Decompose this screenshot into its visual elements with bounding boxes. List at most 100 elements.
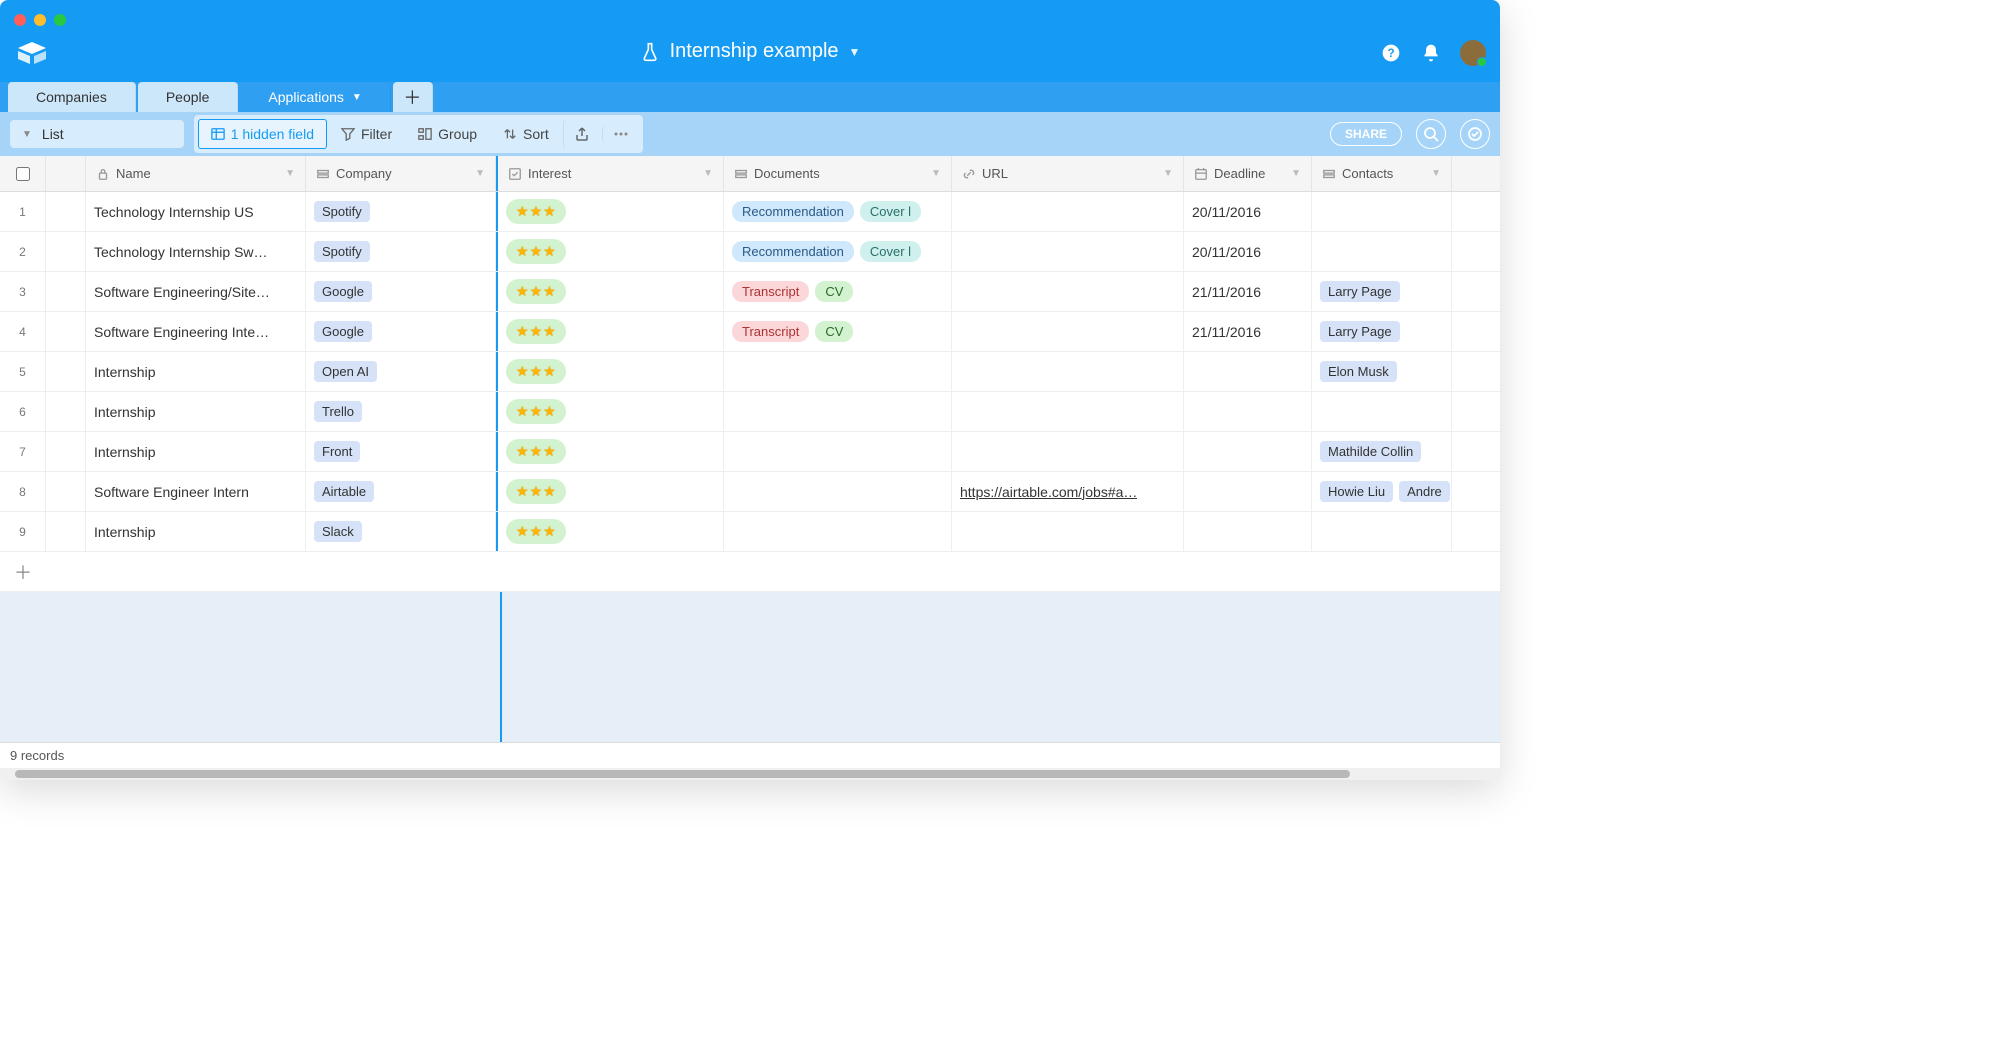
cell-name[interactable]: Software Engineer Intern <box>86 472 306 511</box>
cell-name[interactable]: Software Engineering/Site… <box>86 272 306 311</box>
history-button[interactable] <box>1460 119 1490 149</box>
cell-interest[interactable]: ★★★ <box>496 312 724 351</box>
cell-url[interactable] <box>952 512 1184 551</box>
cell-interest[interactable]: ★★★ <box>496 352 724 391</box>
cell-company[interactable]: Spotify <box>306 232 496 271</box>
cell-deadline[interactable] <box>1184 512 1312 551</box>
close-window-button[interactable] <box>14 14 26 26</box>
expand-row-button[interactable] <box>46 352 86 391</box>
table-row[interactable]: 9InternshipSlack★★★ <box>0 512 1500 552</box>
expand-row-button[interactable] <box>46 432 86 471</box>
cell-deadline[interactable] <box>1184 352 1312 391</box>
add-row-button[interactable]: ＋ <box>0 552 1500 592</box>
cell-interest[interactable]: ★★★ <box>496 392 724 431</box>
cell-name[interactable]: Internship <box>86 512 306 551</box>
share-button[interactable]: SHARE <box>1330 122 1402 146</box>
cell-deadline[interactable]: 20/11/2016 <box>1184 192 1312 231</box>
hidden-fields-button[interactable]: 1 hidden field <box>198 119 327 149</box>
expand-row-button[interactable] <box>46 512 86 551</box>
table-row[interactable]: 1Technology Internship USSpotify★★★Recom… <box>0 192 1500 232</box>
cell-url[interactable] <box>952 232 1184 271</box>
url-link[interactable]: https://airtable.com/jobs#a… <box>960 484 1137 500</box>
expand-row-button[interactable] <box>46 472 86 511</box>
cell-documents[interactable] <box>724 392 952 431</box>
export-button[interactable] <box>563 120 600 148</box>
cell-url[interactable] <box>952 192 1184 231</box>
cell-company[interactable]: Slack <box>306 512 496 551</box>
expand-row-button[interactable] <box>46 232 86 271</box>
tab-companies[interactable]: Companies <box>8 82 136 112</box>
help-button[interactable]: ? <box>1380 42 1402 64</box>
table-row[interactable]: 4Software Engineering Inte…Google★★★Tran… <box>0 312 1500 352</box>
cell-contacts[interactable] <box>1312 232 1452 271</box>
cell-name[interactable]: Internship <box>86 432 306 471</box>
cell-url[interactable] <box>952 272 1184 311</box>
notifications-button[interactable] <box>1420 42 1442 64</box>
cell-name[interactable]: Technology Internship US <box>86 192 306 231</box>
column-header-url[interactable]: URL▼ <box>952 156 1184 191</box>
table-row[interactable]: 2Technology Internship Sw…Spotify★★★Reco… <box>0 232 1500 272</box>
cell-interest[interactable]: ★★★ <box>496 472 724 511</box>
cell-contacts[interactable]: Larry Page <box>1312 272 1452 311</box>
expand-row-button[interactable] <box>46 192 86 231</box>
table-row[interactable]: 3Software Engineering/Site…Google★★★Tran… <box>0 272 1500 312</box>
cell-deadline[interactable] <box>1184 392 1312 431</box>
cell-deadline[interactable] <box>1184 432 1312 471</box>
search-button[interactable] <box>1416 119 1446 149</box>
filter-button[interactable]: Filter <box>329 120 404 148</box>
cell-documents[interactable]: RecommendationCover l <box>724 192 952 231</box>
cell-contacts[interactable]: Howie LiuAndre <box>1312 472 1452 511</box>
cell-deadline[interactable]: 21/11/2016 <box>1184 312 1312 351</box>
maximize-window-button[interactable] <box>54 14 66 26</box>
cell-documents[interactable] <box>724 512 952 551</box>
cell-company[interactable]: Open AI <box>306 352 496 391</box>
cell-name[interactable]: Internship <box>86 392 306 431</box>
column-header-interest[interactable]: Interest▼ <box>496 156 724 191</box>
scrollbar-thumb[interactable] <box>15 770 1350 778</box>
user-avatar[interactable] <box>1460 40 1486 66</box>
base-title-button[interactable]: Internship example ▼ <box>0 40 1500 63</box>
cell-company[interactable]: Google <box>306 272 496 311</box>
cell-contacts[interactable] <box>1312 392 1452 431</box>
cell-documents[interactable] <box>724 472 952 511</box>
cell-contacts[interactable] <box>1312 512 1452 551</box>
cell-contacts[interactable] <box>1312 192 1452 231</box>
cell-company[interactable]: Google <box>306 312 496 351</box>
view-switcher[interactable]: ▼ List <box>10 120 184 148</box>
cell-contacts[interactable]: Larry Page <box>1312 312 1452 351</box>
cell-company[interactable]: Spotify <box>306 192 496 231</box>
cell-url[interactable] <box>952 432 1184 471</box>
cell-interest[interactable]: ★★★ <box>496 272 724 311</box>
more-button[interactable] <box>602 126 639 142</box>
expand-row-button[interactable] <box>46 312 86 351</box>
cell-company[interactable]: Front <box>306 432 496 471</box>
column-header-contacts[interactable]: Contacts▼ <box>1312 156 1452 191</box>
cell-documents[interactable]: TranscriptCV <box>724 272 952 311</box>
table-row[interactable]: 5InternshipOpen AI★★★Elon Musk <box>0 352 1500 392</box>
column-header-documents[interactable]: Documents▼ <box>724 156 952 191</box>
cell-contacts[interactable]: Elon Musk <box>1312 352 1452 391</box>
cell-url[interactable] <box>952 312 1184 351</box>
cell-interest[interactable]: ★★★ <box>496 432 724 471</box>
cell-documents[interactable]: RecommendationCover l <box>724 232 952 271</box>
minimize-window-button[interactable] <box>34 14 46 26</box>
cell-documents[interactable] <box>724 432 952 471</box>
cell-documents[interactable] <box>724 352 952 391</box>
column-header-company[interactable]: Company▼ <box>306 156 496 191</box>
cell-name[interactable]: Internship <box>86 352 306 391</box>
cell-url[interactable]: https://airtable.com/jobs#a… <box>952 472 1184 511</box>
cell-interest[interactable]: ★★★ <box>496 192 724 231</box>
cell-contacts[interactable]: Mathilde Collin <box>1312 432 1452 471</box>
add-table-button[interactable]: ＋ <box>393 82 433 112</box>
cell-company[interactable]: Airtable <box>306 472 496 511</box>
column-header-deadline[interactable]: Deadline▼ <box>1184 156 1312 191</box>
group-button[interactable]: Group <box>406 120 489 148</box>
cell-deadline[interactable]: 21/11/2016 <box>1184 272 1312 311</box>
horizontal-scrollbar[interactable] <box>0 768 1500 780</box>
cell-name[interactable]: Software Engineering Inte… <box>86 312 306 351</box>
column-header-name[interactable]: Name▼ <box>86 156 306 191</box>
select-all-checkbox[interactable] <box>0 156 46 191</box>
table-row[interactable]: 7InternshipFront★★★Mathilde Collin <box>0 432 1500 472</box>
cell-deadline[interactable] <box>1184 472 1312 511</box>
cell-documents[interactable]: TranscriptCV <box>724 312 952 351</box>
